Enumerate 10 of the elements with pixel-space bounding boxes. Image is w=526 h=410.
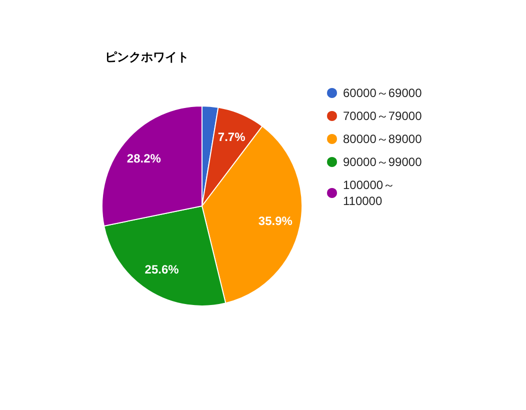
- legend-label: 70000～79000: [343, 109, 422, 123]
- chart-title: ピンクホワイト: [105, 50, 189, 64]
- legend-label: 60000～69000: [343, 86, 422, 100]
- legend-label: 90000～99000: [343, 155, 422, 169]
- legend-label: 80000～89000: [343, 132, 422, 146]
- legend-label: 100000～110000: [343, 178, 396, 208]
- data-label: 7.7%: [218, 130, 246, 144]
- data-label: 28.2%: [126, 152, 162, 166]
- data-label: 35.9%: [258, 214, 293, 228]
- data-label: 25.6%: [144, 262, 180, 276]
